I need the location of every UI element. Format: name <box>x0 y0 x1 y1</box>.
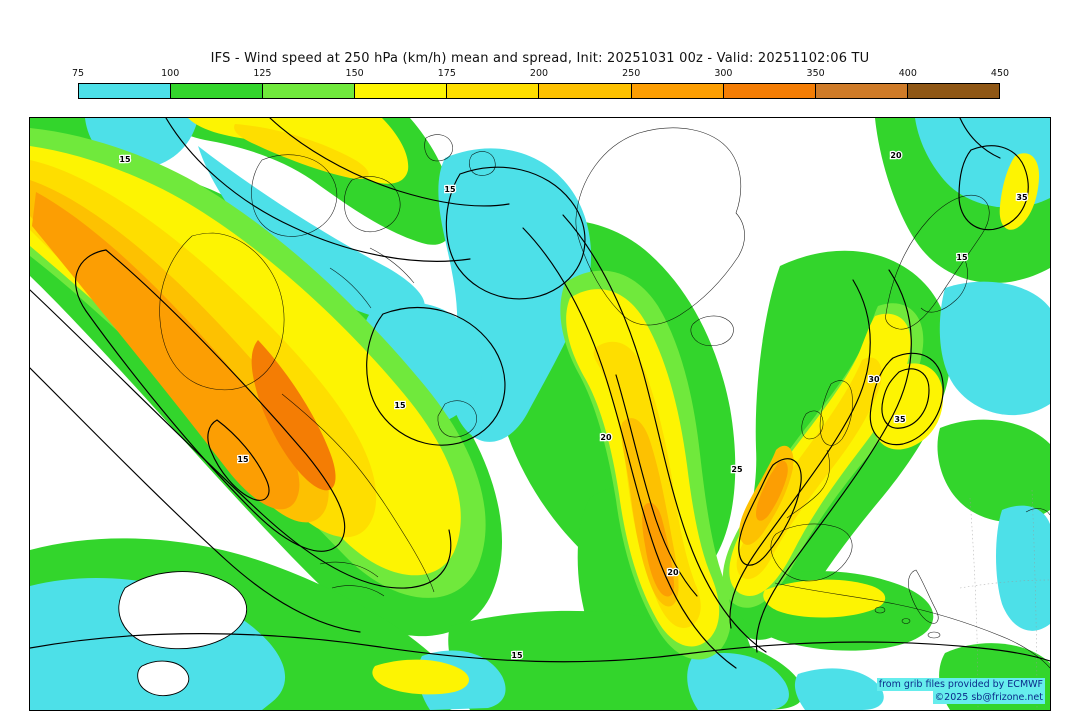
contour-label: 15 <box>119 155 131 164</box>
contour-label: 20 <box>890 151 902 160</box>
colorbar-tick-label: 200 <box>529 68 549 79</box>
iceland-coastline <box>690 315 734 347</box>
colorbar-tick-label: 150 <box>345 68 364 79</box>
wind-speed-shading-jets <box>30 118 1040 695</box>
contour-label: 20 <box>667 568 679 577</box>
africa-coastline <box>774 582 1050 669</box>
colorbar-segment <box>355 84 448 98</box>
colorbar-scale <box>78 83 1000 99</box>
colorbar-tick-label: 300 <box>714 68 733 79</box>
colorbar-tick-label: 175 <box>437 68 456 79</box>
low-spread-white-holes <box>118 571 248 697</box>
contour-label: 35 <box>1016 193 1028 202</box>
iberia-coastline <box>770 523 853 582</box>
colorbar-tick-label: 450 <box>990 68 1010 79</box>
colorbar-tick-label: 400 <box>898 68 917 79</box>
colorbar-tick-label: 250 <box>622 68 641 79</box>
contour-label: 35 <box>894 415 906 424</box>
map-canvas: 15 15 20 35 15 15 15 20 25 30 35 15 20 from grib fil… <box>29 117 1051 711</box>
contour-labels: 15 15 20 35 15 15 15 20 25 30 35 15 20 <box>118 150 1029 662</box>
contour-label: 15 <box>956 253 968 262</box>
attribution-copyright: ©2025 sb@frizone.net <box>932 691 1045 704</box>
contour-label: 25 <box>731 465 743 474</box>
contour-label: 15 <box>394 401 406 410</box>
colorbar-segment <box>815 84 908 98</box>
contour-label: 20 <box>600 433 612 442</box>
attribution: from grib files provided by ECMWF ©2025 … <box>876 678 1045 704</box>
coastlines <box>159 127 1050 669</box>
colorbar-segment <box>171 84 264 98</box>
page-title: IFS - Wind speed at 250 hPa (km/h) mean … <box>210 51 870 66</box>
italy-coastline <box>908 569 939 624</box>
colorbar-segment <box>539 84 632 98</box>
uk-coastline <box>819 380 853 446</box>
colorbar-tick-label: 350 <box>806 68 825 79</box>
contour-label: 30 <box>868 375 880 384</box>
contour-label: 15 <box>444 185 456 194</box>
scandinavia-coastline <box>885 195 990 330</box>
colorbar-tick-label: 100 <box>161 68 180 79</box>
greenland-coastline <box>575 127 745 326</box>
colorbar-segment <box>723 84 816 98</box>
colorbar-segment <box>263 84 356 98</box>
colorbar-segment <box>907 84 999 98</box>
colorbar-tick-labels: 75 100 125 150 175 200 250 300 350 400 450 <box>72 68 1009 80</box>
spread-contours <box>30 118 1050 669</box>
wind-speed-map: 15 15 20 35 15 15 15 20 25 30 35 15 20 <box>30 118 1050 710</box>
newfoundland-coastline <box>437 400 477 438</box>
colorbar-segment <box>447 84 540 98</box>
colorbar-segment <box>79 84 172 98</box>
colorbar: 75 100 125 150 175 200 250 300 350 400 450 <box>72 68 1009 102</box>
attribution-provider: from grib files provided by ECMWF <box>876 678 1045 691</box>
ireland-coastline <box>801 410 824 440</box>
colorbar-tick-label: 75 <box>71 68 85 79</box>
hudson-bay-coastline <box>159 232 285 391</box>
contour-label: 15 <box>511 651 523 660</box>
colorbar-segment <box>631 84 724 98</box>
contour-label: 15 <box>237 455 249 464</box>
colorbar-tick-label: 125 <box>253 68 272 79</box>
